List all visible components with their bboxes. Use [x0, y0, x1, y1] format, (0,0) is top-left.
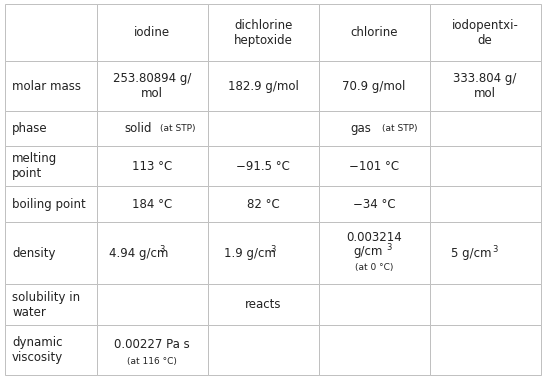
Text: gas: gas — [350, 122, 371, 135]
Bar — [430, 284, 541, 325]
Bar — [97, 222, 207, 284]
Bar — [319, 325, 430, 375]
Text: molar mass: molar mass — [12, 80, 81, 92]
Bar — [207, 284, 319, 325]
Bar — [319, 222, 430, 284]
Text: 3: 3 — [270, 245, 276, 254]
Bar — [430, 111, 541, 146]
Text: 182.9 g/mol: 182.9 g/mol — [228, 80, 299, 92]
Text: solid: solid — [125, 122, 152, 135]
Bar — [430, 61, 541, 111]
Text: solubility in
water: solubility in water — [12, 291, 80, 319]
Bar — [97, 146, 207, 186]
Text: 113 °C: 113 °C — [132, 160, 173, 173]
Bar — [319, 146, 430, 186]
Text: (at 116 °C): (at 116 °C) — [127, 357, 177, 366]
Text: 333.804 g/
mol: 333.804 g/ mol — [453, 72, 517, 100]
Bar — [97, 186, 207, 222]
Text: 184 °C: 184 °C — [132, 198, 173, 211]
Text: phase: phase — [12, 122, 48, 135]
Text: −101 °C: −101 °C — [349, 160, 399, 173]
Text: density: density — [12, 247, 56, 260]
Bar — [207, 325, 319, 375]
Bar — [319, 61, 430, 111]
Text: dynamic
viscosity: dynamic viscosity — [12, 336, 63, 364]
Text: 4.94 g/cm: 4.94 g/cm — [109, 247, 168, 260]
Bar — [207, 222, 319, 284]
Bar — [430, 325, 541, 375]
Text: 1.9 g/cm: 1.9 g/cm — [224, 247, 276, 260]
Text: reacts: reacts — [245, 298, 281, 311]
Text: −34 °C: −34 °C — [353, 198, 395, 211]
Bar — [5, 325, 97, 375]
Bar — [97, 284, 207, 325]
Bar — [97, 61, 207, 111]
Bar — [430, 186, 541, 222]
Text: dichlorine
heptoxide: dichlorine heptoxide — [234, 19, 293, 47]
Bar — [430, 4, 541, 61]
Bar — [97, 4, 207, 61]
Bar — [319, 111, 430, 146]
Bar — [207, 4, 319, 61]
Bar — [5, 284, 97, 325]
Text: 3: 3 — [159, 245, 165, 254]
Text: 70.9 g/mol: 70.9 g/mol — [342, 80, 406, 92]
Text: boiling point: boiling point — [12, 198, 86, 211]
Text: iodopentxi-
de: iodopentxi- de — [452, 19, 519, 47]
Text: −91.5 °C: −91.5 °C — [236, 160, 290, 173]
Bar — [430, 146, 541, 186]
Text: 253.80894 g/
mol: 253.80894 g/ mol — [113, 72, 192, 100]
Bar — [5, 111, 97, 146]
Text: 3: 3 — [492, 245, 497, 254]
Text: 3: 3 — [386, 243, 391, 252]
Bar — [5, 146, 97, 186]
Bar — [430, 222, 541, 284]
Bar — [5, 222, 97, 284]
Bar — [207, 61, 319, 111]
Bar — [207, 146, 319, 186]
Text: 0.003214: 0.003214 — [346, 231, 402, 244]
Text: 5 g/cm: 5 g/cm — [451, 247, 491, 260]
Bar — [5, 186, 97, 222]
Text: (at 0 °C): (at 0 °C) — [355, 263, 393, 273]
Text: (at STP): (at STP) — [382, 124, 418, 133]
Bar — [5, 4, 97, 61]
Text: chlorine: chlorine — [351, 26, 398, 39]
Text: melting
point: melting point — [12, 152, 57, 180]
Bar — [319, 186, 430, 222]
Bar — [207, 111, 319, 146]
Bar — [97, 111, 207, 146]
Text: 0.00227 Pa s: 0.00227 Pa s — [114, 338, 190, 351]
Text: iodine: iodine — [134, 26, 170, 39]
Bar — [97, 325, 207, 375]
Text: (at STP): (at STP) — [161, 124, 196, 133]
Text: g/cm: g/cm — [353, 245, 382, 258]
Bar — [319, 4, 430, 61]
Text: 82 °C: 82 °C — [247, 198, 280, 211]
Bar — [207, 186, 319, 222]
Bar — [319, 284, 430, 325]
Bar — [5, 61, 97, 111]
